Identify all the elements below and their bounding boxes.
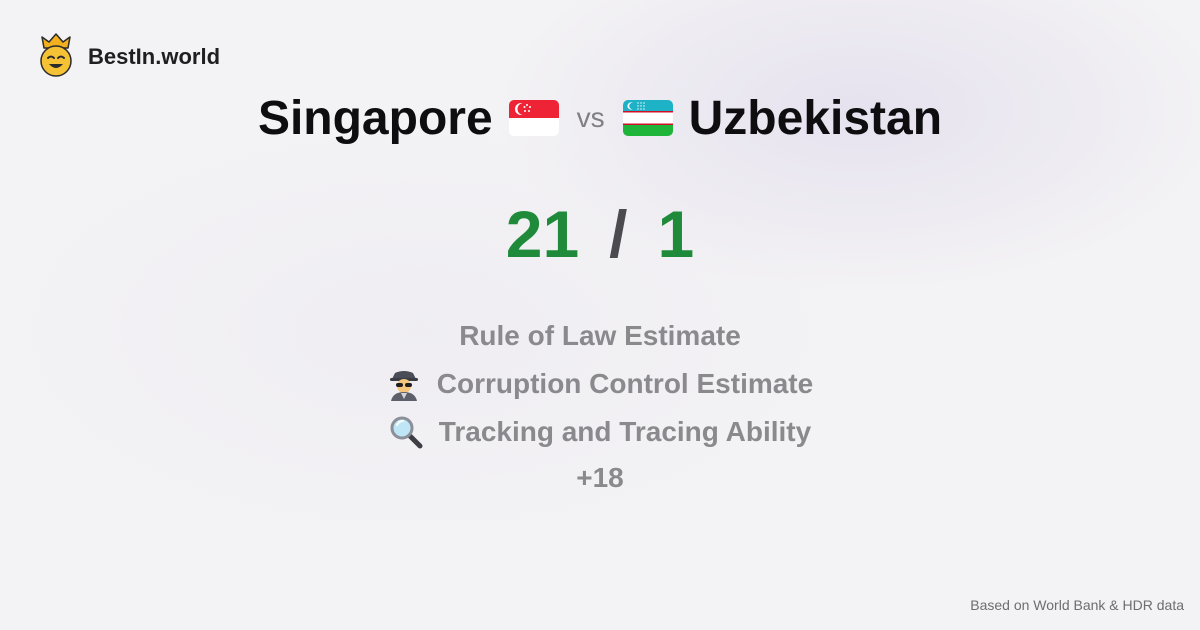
country-b-name: Uzbekistan (688, 91, 943, 145)
metric-label: Rule of Law Estimate (459, 320, 741, 351)
detective-icon (387, 367, 421, 401)
country-a-name: Singapore (257, 91, 493, 145)
data-source-note: Based on World Bank & HDR data (970, 597, 1184, 613)
score-separator: / (609, 197, 628, 271)
comparison-title: Singapore vs (0, 86, 1200, 150)
more-metrics-count: +18 (0, 458, 1200, 498)
magnifying-glass-icon (389, 415, 423, 449)
metric-item: Corruption Control Estimate (0, 364, 1200, 404)
vs-label: vs (576, 102, 605, 133)
brand[interactable]: BestIn.world (38, 32, 221, 82)
score-b: 1 (657, 197, 695, 271)
more-count-label: +18 (576, 462, 624, 493)
uzbekistan-flag-icon (622, 100, 673, 136)
metric-item: Rule of Law Estimate (0, 316, 1200, 356)
brand-name: BestIn.world (88, 44, 221, 69)
score-a: 21 (505, 197, 580, 271)
singapore-flag-icon (508, 100, 559, 136)
score: 21 / 1 (0, 192, 1200, 276)
metric-label: Corruption Control Estimate (436, 368, 814, 399)
metric-item: Tracking and Tracing Ability (0, 412, 1200, 452)
metric-label: Tracking and Tracing Ability (438, 416, 812, 447)
crown-smiley-icon (38, 32, 74, 82)
